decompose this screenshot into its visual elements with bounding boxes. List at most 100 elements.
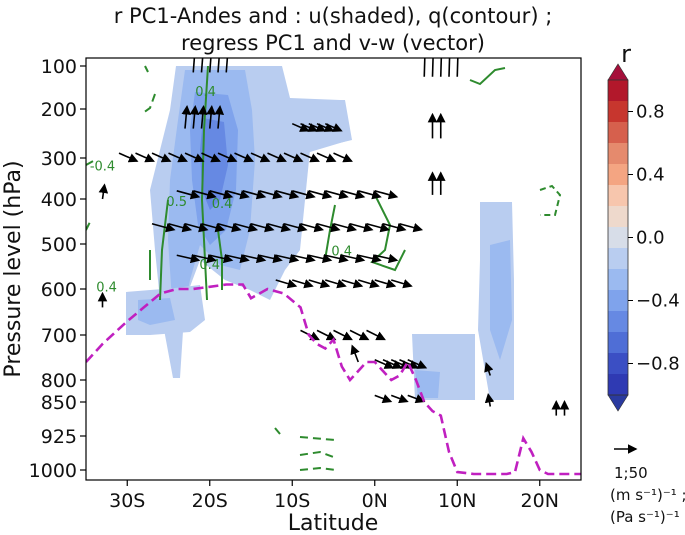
- wind-vector: [358, 190, 382, 200]
- wind-vector: [201, 222, 226, 233]
- q-contour-dashed-20n: [539, 184, 562, 216]
- wind-vector: [374, 279, 397, 289]
- colorbar-bottom-extend: [607, 394, 629, 412]
- colorbar-tick-label: 0.0: [636, 228, 665, 249]
- wind-vector: [189, 105, 200, 129]
- shade-12n-core: [490, 240, 512, 360]
- y-tick-label: 800: [41, 370, 77, 392]
- x-axis-label: Latitude: [288, 511, 379, 535]
- wind-vector: [325, 190, 349, 200]
- wind-vector: [366, 222, 391, 233]
- wind-vector: [234, 152, 254, 163]
- colorbar-tick-label: 0.4: [636, 165, 665, 186]
- wind-vector: [193, 253, 217, 264]
- wind-vector: [217, 58, 220, 73]
- colorbar-title: r: [621, 40, 631, 68]
- colorbar-tick-label: −0.4: [636, 291, 680, 312]
- x-tick-label: 20S: [192, 490, 228, 512]
- wind-vector: [176, 253, 201, 264]
- wind-vector: [350, 344, 360, 363]
- wind-vector: [374, 190, 399, 200]
- wind-vector: [399, 222, 424, 233]
- wind-vector: [283, 152, 304, 163]
- y-tick-label: 300: [41, 148, 77, 170]
- wind-vector: [275, 279, 298, 289]
- wind-vector: [135, 152, 155, 163]
- colorbar-segment: [608, 80, 628, 102]
- colorbar: 0.8 0.4 0.0 −0.4 −0.8: [607, 63, 680, 412]
- wind-vector: [181, 105, 192, 129]
- wind-vector: [292, 279, 314, 289]
- wind-vector: [151, 152, 172, 163]
- x-tick-label: 20N: [521, 490, 559, 512]
- wind-vector: [184, 152, 205, 163]
- reference-vector-label-3: (Pa s⁻¹)⁻¹: [610, 508, 680, 526]
- wind-vector: [390, 394, 409, 404]
- chart-title-line1: r PC1-Andes and : u(shaded), q(contour) …: [114, 4, 553, 28]
- wind-vector: [300, 122, 318, 132]
- wind-vector: [217, 222, 242, 233]
- v-w-vectors: [97, 58, 570, 416]
- y-tick-label: 700: [41, 325, 77, 347]
- wind-vector: [250, 222, 275, 233]
- colorbar-segment: [608, 248, 628, 270]
- q-contour-dashed-lower-4: [274, 427, 281, 435]
- wind-vector: [341, 253, 366, 264]
- wind-vector: [214, 105, 225, 129]
- wind-vector: [226, 253, 250, 264]
- q-contour-dashed-lower-1: [299, 436, 336, 441]
- wind-vector: [267, 152, 287, 163]
- wind-vector: [333, 222, 358, 233]
- wind-vector: [193, 190, 217, 200]
- wind-vector: [267, 222, 292, 233]
- wind-vector: [374, 359, 395, 369]
- wind-vector: [374, 253, 399, 264]
- wind-vector: [209, 253, 234, 264]
- colorbar-segment: [608, 227, 628, 249]
- wind-vector: [291, 122, 310, 132]
- wind-vector: [200, 58, 204, 73]
- y-tick-label: 1000: [29, 460, 77, 482]
- wind-vector: [259, 190, 283, 200]
- colorbar-segment: [608, 164, 628, 186]
- q-contour-solid-20s-2: [159, 199, 169, 301]
- wind-vector: [341, 279, 364, 289]
- contour-label: 0.4: [212, 197, 233, 212]
- wind-vector: [324, 122, 343, 132]
- wind-vector: [316, 122, 335, 132]
- colorbar-segment: [608, 353, 628, 375]
- wind-vector: [308, 253, 333, 264]
- x-tick-label: 0N: [362, 490, 388, 512]
- wind-vector: [242, 253, 267, 264]
- contour-label: 0.4: [199, 258, 220, 273]
- wind-vector: [217, 152, 238, 163]
- q-contour-solid-20n-top: [469, 67, 506, 86]
- wind-vector: [292, 190, 316, 200]
- x-axis-ticks: 30S 20S 10S 0N 10N 20N: [109, 480, 559, 512]
- colorbar-segment: [608, 101, 628, 123]
- reference-vector: 1;50 (m s⁻¹)⁻¹ ; (Pa s⁻¹)⁻¹: [610, 444, 685, 526]
- wind-vector: [98, 183, 109, 200]
- wind-vector: [341, 190, 366, 200]
- wind-vector: [358, 253, 382, 264]
- q-contour-dashed-lower-3: [299, 466, 337, 471]
- colorbar-segment: [608, 122, 628, 144]
- wind-vector: [275, 190, 300, 200]
- wind-vector: [206, 105, 216, 129]
- wind-vector: [333, 329, 353, 341]
- q-contour-dashed-lower-2: [299, 450, 337, 459]
- contour-label: 0.4: [195, 85, 216, 100]
- wind-vector: [208, 58, 212, 73]
- shade-32s-core: [138, 298, 175, 325]
- shade-jet-column-inner: [200, 118, 228, 210]
- y-tick-label: 100: [41, 56, 77, 78]
- wind-vector: [259, 253, 283, 264]
- wind-vector: [308, 122, 327, 132]
- wind-vector: [358, 279, 380, 289]
- y-tick-label: 600: [41, 279, 77, 301]
- colorbar-segment: [608, 143, 628, 165]
- q-contour-solid-10s: [324, 204, 336, 261]
- colorbar-segment: [608, 374, 628, 396]
- wind-vector: [197, 105, 208, 129]
- y-tick-label: 200: [41, 99, 77, 121]
